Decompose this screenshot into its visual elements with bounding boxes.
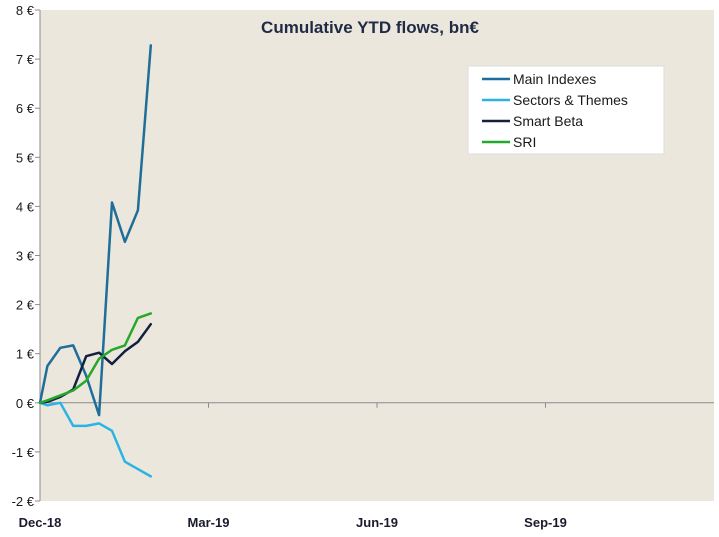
x-tick-label: Mar-19 — [188, 515, 230, 530]
y-tick-labels: -2 € -1 € 0 € 1 € 2 € 3 € 4 € 5 € 6 € 7 € 8 € — [12, 3, 35, 509]
series-line-sri — [38, 312, 153, 405]
x-tick-label: Jun-19 — [356, 515, 398, 530]
x-tick-labels: Dec-18 Mar-19 Jun-19 Sep-19 — [19, 515, 567, 530]
series-line-main-indexes — [38, 44, 153, 417]
y-tick-label: 6 € — [16, 101, 35, 116]
x-tick-label: Dec-18 — [19, 515, 62, 530]
y-tick-label: 2 € — [16, 298, 35, 313]
series-line-sectors-themes — [38, 401, 153, 478]
y-tick-label: 7 € — [16, 52, 35, 67]
y-tick-label: -2 € — [12, 494, 35, 509]
y-tick-label: 5 € — [16, 150, 35, 165]
x-tick-label: Sep-19 — [524, 515, 567, 530]
legend-label: Smart Beta — [513, 113, 583, 129]
y-tick-label: 0 € — [16, 396, 35, 411]
y-tick-label: 3 € — [16, 249, 35, 264]
legend-box — [467, 65, 665, 155]
legend-label: SRI — [513, 134, 536, 150]
legend-label: Main Indexes — [513, 71, 596, 87]
chart-title: Cumulative YTD flows, bn€ — [261, 18, 479, 37]
y-tick-label: -1 € — [12, 445, 35, 460]
legend: Main Indexes Sectors & Themes Smart Beta SR… — [467, 65, 665, 155]
y-tick-label: 1 € — [16, 347, 35, 362]
y-tick-label: 8 € — [16, 3, 35, 18]
axes — [35, 9, 714, 502]
y-tick-label: 4 € — [16, 199, 35, 214]
legend-label: Sectors & Themes — [513, 92, 628, 108]
series-line-smart-beta — [38, 322, 153, 405]
series-lines — [38, 44, 153, 478]
